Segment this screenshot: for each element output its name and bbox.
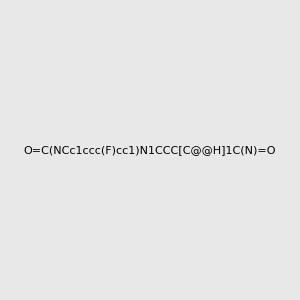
Text: O=C(NCc1ccc(F)cc1)N1CCC[C@@H]1C(N)=O: O=C(NCc1ccc(F)cc1)N1CCC[C@@H]1C(N)=O bbox=[24, 145, 276, 155]
